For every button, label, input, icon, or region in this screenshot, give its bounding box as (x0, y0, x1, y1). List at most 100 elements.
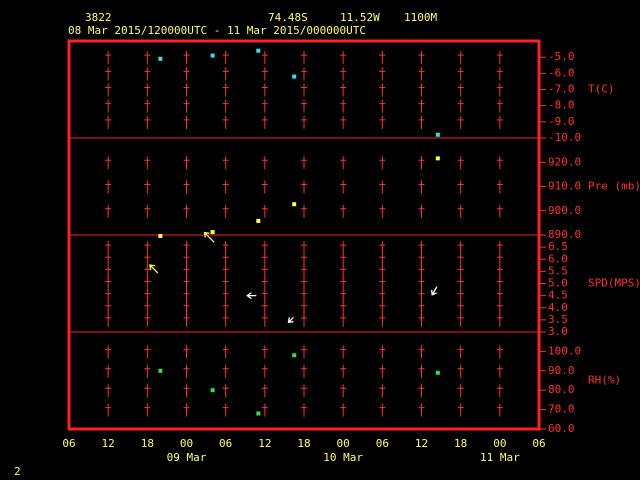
y-tick-label: 6.5 (548, 240, 568, 253)
grid-cross (105, 313, 112, 327)
grid-cross (418, 204, 425, 218)
grid-cross (340, 364, 347, 378)
grid-cross (496, 156, 503, 170)
grid-cross (105, 156, 112, 170)
date-label: 11 Mar (480, 451, 520, 464)
data-point (158, 368, 163, 373)
grid-cross (144, 265, 151, 279)
y-tick-label: 6.0 (548, 252, 568, 265)
grid-cross (418, 301, 425, 315)
grid-cross (379, 301, 386, 315)
grid-cross (144, 313, 151, 327)
grid-cross (261, 115, 268, 129)
grid-cross (144, 156, 151, 170)
x-tick-label: 06 (219, 437, 232, 450)
y-tick-label: 890.0 (548, 228, 581, 241)
grid-cross (418, 364, 425, 378)
grid-cross (457, 115, 464, 129)
grid-cross (379, 253, 386, 267)
grid-cross (144, 67, 151, 81)
grid-cross (222, 51, 229, 65)
grid-cross (418, 180, 425, 194)
grid-cross (261, 403, 268, 417)
grid-cross (340, 384, 347, 398)
grid-cross (144, 180, 151, 194)
grid-cross (496, 241, 503, 255)
y-tick-label: 920.0 (548, 155, 581, 168)
grid-cross (418, 253, 425, 267)
grid-cross (418, 265, 425, 279)
grid-cross (183, 301, 190, 315)
y-tick-label: 80.0 (548, 383, 575, 396)
x-tick-label: 18 (454, 437, 467, 450)
grid-cross (418, 277, 425, 291)
grid-cross (457, 403, 464, 417)
grid-cross (105, 204, 112, 218)
grid-cross (222, 241, 229, 255)
grid-cross (379, 313, 386, 327)
grid-cross (340, 241, 347, 255)
grid-cross (105, 345, 112, 359)
grid-cross (379, 345, 386, 359)
data-point (292, 353, 297, 358)
grid-cross (340, 265, 347, 279)
grid-cross (379, 241, 386, 255)
y-tick-label: 60.0 (548, 422, 575, 435)
grid-cross (183, 156, 190, 170)
grid-cross (301, 241, 307, 255)
grid-cross (222, 313, 229, 327)
grid-cross (418, 115, 425, 129)
grid-cross (222, 301, 229, 315)
grid-cross (301, 83, 307, 97)
grid-cross (222, 345, 229, 359)
grid-cross (379, 277, 386, 291)
y-axis-label: SPD(MPS) (588, 277, 640, 290)
y-tick-label: -6.0 (548, 66, 575, 79)
grid-cross (261, 364, 268, 378)
grid-cross (222, 67, 229, 81)
grid-cross (496, 180, 503, 194)
grid-cross (222, 277, 229, 291)
grid-cross (379, 265, 386, 279)
grid-cross (418, 51, 425, 65)
grid-cross (261, 83, 268, 97)
longitude: 11.52W (340, 11, 380, 24)
grid-cross (418, 99, 425, 113)
period: 08 Mar 2015/120000UTC - 11 Mar 2015/0000… (68, 24, 366, 37)
grid-cross (183, 99, 190, 113)
grid-cross (496, 364, 503, 378)
grid-cross (301, 99, 307, 113)
grid-cross (144, 277, 151, 291)
grid-cross (222, 83, 229, 97)
x-tick-label: 18 (297, 437, 310, 450)
grid-cross (261, 156, 268, 170)
data-point (158, 56, 163, 61)
grid-cross (183, 67, 190, 81)
grid-cross (261, 384, 268, 398)
grid-cross (340, 204, 347, 218)
grid-cross (105, 384, 112, 398)
grid-cross (105, 51, 112, 65)
grid-cross (457, 301, 464, 315)
grid-cross (496, 403, 503, 417)
grid-cross (105, 241, 112, 255)
y-tick-label: -8.0 (548, 99, 575, 112)
grid-cross (301, 204, 307, 218)
grid-cross (261, 51, 268, 65)
grid-cross (418, 83, 425, 97)
grid-cross (496, 277, 503, 291)
data-point (292, 74, 297, 79)
grid-cross (144, 241, 151, 255)
grid-cross (222, 156, 229, 170)
grid-cross (340, 253, 347, 267)
grid-cross (418, 313, 425, 327)
grid-cross (105, 289, 112, 303)
grid-cross (496, 265, 503, 279)
grid-cross (340, 180, 347, 194)
grid-cross (301, 364, 307, 378)
grid-cross (301, 156, 307, 170)
grid-cross (457, 265, 464, 279)
grid-cross (183, 384, 190, 398)
grid-cross (496, 67, 503, 81)
